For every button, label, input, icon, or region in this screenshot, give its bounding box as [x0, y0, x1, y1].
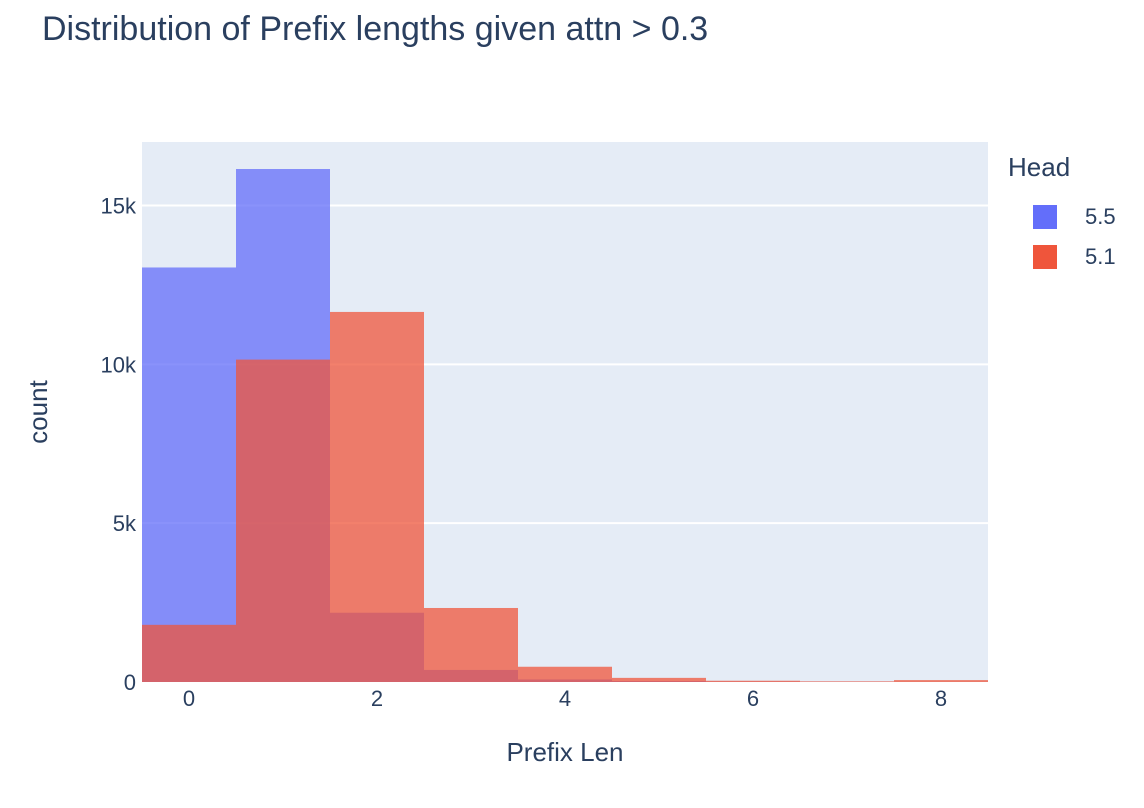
legend-item-series-2[interactable]: 5.1: [1008, 237, 1116, 277]
chart-title: Distribution of Prefix lengths given att…: [42, 10, 709, 48]
legend-swatch: [1033, 245, 1057, 269]
y-tick-label: 10k: [101, 352, 137, 377]
y-axis-ticks: 0 5k 10k 15k: [101, 194, 137, 695]
bars: [142, 169, 988, 682]
y-axis-label: count: [23, 379, 53, 443]
legend-title: Head: [1008, 152, 1071, 182]
bar-series-2[interactable]: [612, 677, 706, 682]
x-tick-label: 8: [935, 686, 947, 711]
x-tick-label: 0: [183, 686, 195, 711]
bar-series-2[interactable]: [330, 311, 424, 682]
x-tick-label: 4: [559, 686, 571, 711]
legend-item-series-1[interactable]: 5.5: [1008, 197, 1116, 237]
y-tick-label: 0: [124, 670, 136, 695]
x-axis-ticks: 0 2 4 6 8: [183, 686, 947, 711]
bar-series-2[interactable]: [236, 359, 330, 682]
bar-series-2[interactable]: [894, 680, 988, 682]
y-tick-label: 5k: [113, 511, 137, 536]
x-tick-label: 2: [371, 686, 383, 711]
x-tick-label: 6: [747, 686, 759, 711]
bar-series-1[interactable]: [142, 267, 236, 682]
legend-label: 5.1: [1085, 244, 1116, 269]
bar-series-2[interactable]: [706, 680, 800, 682]
bar-series-2[interactable]: [424, 607, 518, 682]
bar-series-2[interactable]: [518, 666, 612, 682]
bar-series-2[interactable]: [800, 681, 894, 682]
bar-series-2[interactable]: [142, 624, 236, 682]
y-tick-label: 15k: [101, 194, 137, 219]
legend-label: 5.5: [1085, 204, 1116, 229]
legend-swatch: [1033, 205, 1057, 229]
x-axis-label: Prefix Len: [506, 737, 623, 767]
legend: Head 5.5 5.1: [1008, 152, 1116, 277]
